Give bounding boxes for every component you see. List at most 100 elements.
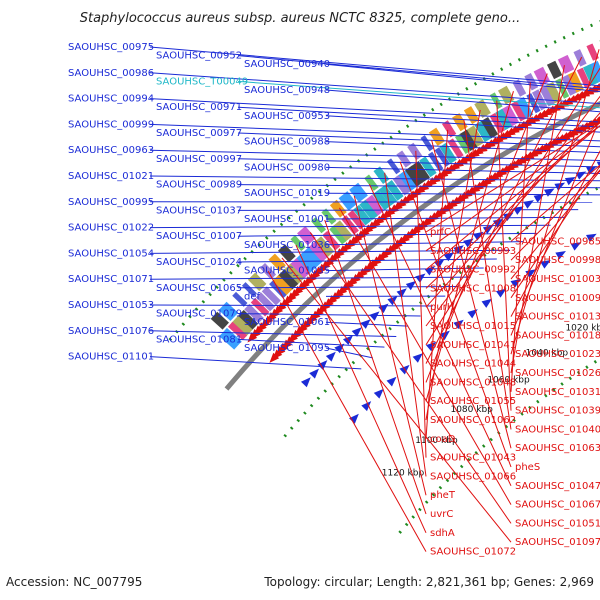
gene-label-reverse[interactable]: SAOUHSC_01044	[430, 359, 516, 370]
gene-label-reverse[interactable]: SAOUHSC_01055	[430, 396, 516, 407]
gene-label-forward[interactable]: SAOUHSC_00971	[156, 102, 242, 113]
gene-label-forward[interactable]: SAOUHSC_00948	[244, 85, 330, 96]
gene-label-forward[interactable]: SAOUHSC_00989	[156, 180, 242, 191]
gene-label-forward[interactable]: SAOUHSC_00999	[68, 119, 154, 130]
gene-label-forward[interactable]: SAOUHSC_00952	[156, 51, 242, 62]
cog-block-outer	[495, 108, 513, 131]
gene-label-reverse[interactable]: SAOUHSC_01048	[430, 377, 516, 388]
gene-label-forward[interactable]: SAOUHSC_01021	[68, 171, 154, 182]
gene-label-reverse[interactable]: SAOUHSC_01067	[515, 500, 600, 511]
leader-line	[149, 175, 600, 182]
cog-block-inner	[428, 127, 445, 146]
gene-label-reverse[interactable]: SAOUHSC_01051	[515, 518, 600, 529]
gene-label-forward[interactable]: SAOUHSC_00980	[244, 162, 330, 173]
gene-label-reverse[interactable]: purH	[430, 302, 454, 313]
gene-label-forward[interactable]: SAOUHSC_00988	[244, 137, 330, 148]
gene-label-reverse[interactable]: SAOUHSC_01062	[430, 415, 516, 426]
gene-label-reverse[interactable]: coaD	[430, 434, 456, 445]
gene-label-forward[interactable]: SAOUHSC_00994	[68, 94, 154, 105]
cog-block-outer	[404, 165, 424, 188]
cog-block-inner	[420, 135, 434, 152]
gene-label-reverse[interactable]: SAOUHSC_00998	[515, 255, 600, 266]
gene-label-forward[interactable]: SAOUHSC_00953	[244, 111, 330, 122]
gene-label-reverse[interactable]: SAOUHSC_01026	[515, 368, 600, 379]
gene-label-forward[interactable]: SAOUHSC_01035	[244, 266, 330, 277]
forward-gene-arrow	[540, 259, 551, 269]
cog-block-outer	[410, 160, 430, 183]
gene-label-forward[interactable]: SAOUHSC_01076	[68, 326, 154, 337]
gene-label-reverse[interactable]: SAOUHSC_01097	[515, 537, 600, 548]
gene-label-forward[interactable]: SAOUHSC_01024	[156, 257, 242, 268]
gene-label-forward[interactable]: SAOUHSC_01065	[156, 283, 242, 294]
cog-block-inner	[311, 217, 327, 234]
leader-line	[267, 270, 427, 552]
leader-line	[237, 132, 600, 148]
gene-label-reverse[interactable]: SAOUHSC_01015	[430, 321, 516, 332]
gene-label-forward[interactable]: SAOUHSC_00975	[68, 42, 154, 53]
gene-label-reverse[interactable]: SAOUHSC_01018	[515, 330, 600, 341]
gene-label-forward[interactable]: SAOUHSC_00940	[244, 59, 330, 70]
gene-label-forward[interactable]: SAOUHSC_00986	[68, 68, 154, 79]
gene-label-reverse[interactable]: SAOUHSC_00985	[515, 236, 600, 247]
gene-label-forward[interactable]: SAOUHSC_00963	[68, 145, 154, 156]
forward-gene-arrow	[360, 319, 371, 329]
cog-block-outer	[277, 269, 299, 291]
gene-label-forward[interactable]: SAOUHSC_01053	[68, 300, 154, 311]
gene-label-reverse[interactable]: SAOUHSC_00993	[430, 246, 516, 257]
gene-label-reverse[interactable]: uvrC	[430, 509, 453, 520]
gene-label-reverse[interactable]: SAOUHSC_01031	[515, 387, 600, 398]
gene-label-reverse[interactable]: pheT	[430, 490, 456, 501]
gene-label-forward[interactable]: SAOUHSC_01101	[68, 352, 154, 363]
gene-label-forward[interactable]: SAOUHSC_01036	[244, 240, 330, 251]
gene-label-forward[interactable]: SAOUHSC_01001	[244, 214, 330, 225]
gene-label-reverse[interactable]: SAOUHSC_01047	[515, 481, 600, 492]
gene-label-forward[interactable]: SAOUHSC_01007	[156, 231, 242, 242]
leader-line	[149, 249, 511, 254]
gene-label-reverse[interactable]: SAOUHSC_01040	[515, 424, 600, 435]
reverse-gene-arrow	[269, 352, 280, 363]
gene-label-forward[interactable]: SAOUHSC_00995	[68, 197, 154, 208]
gene-label-forward[interactable]: SAOUHSC_01071	[68, 274, 154, 285]
gene-label-reverse[interactable]: SAOUHSC_01009	[515, 293, 600, 304]
leader-line	[325, 267, 484, 272]
cog-block-outer	[510, 100, 527, 122]
cog-block-inner	[268, 253, 286, 272]
leader-line	[425, 129, 449, 439]
gene-label-forward[interactable]: SAOUHSC_01054	[68, 248, 154, 259]
gene-label-forward[interactable]: SAOUHSC_00997	[156, 154, 242, 165]
gene-label-reverse[interactable]: SAOUHSC_01008	[430, 283, 516, 294]
gene-label-forward[interactable]: SAOUHSC_01081	[156, 334, 242, 345]
leader-line	[510, 164, 600, 242]
forward-gene-arrow	[426, 341, 437, 352]
gene-label-forward[interactable]: SAOUHSC_01019	[244, 188, 330, 199]
gene-label-reverse[interactable]: SAOUHSC_01043	[430, 453, 516, 464]
gene-label-reverse[interactable]: pheS	[515, 462, 540, 473]
gene-label-forward[interactable]: SAOUHSC_01022	[68, 223, 154, 234]
gene-label-forward[interactable]: SAOUHSC_01095	[244, 343, 330, 354]
gene-label-reverse[interactable]: SAOUHSC_01003	[515, 274, 600, 285]
gene-label-reverse[interactable]: SAOUHSC_01023	[515, 349, 600, 360]
gene-label-reverse[interactable]: SAOUHSC_01039	[515, 406, 600, 417]
gene-label-forward[interactable]: SAOUHSC_01037	[156, 205, 242, 216]
forward-gene-arrow	[396, 288, 407, 298]
gene-label-reverse[interactable]: SAOUHSC_01041	[430, 340, 516, 351]
gene-label-reverse[interactable]: SAOUHSC_01063	[515, 443, 600, 454]
cog-block-inner	[441, 120, 457, 138]
gene-label-reverse[interactable]: SAOUHSC_01066	[430, 471, 516, 482]
gene-label-reverse[interactable]: SAOUHSC_01013	[515, 312, 600, 323]
gene-label-reverse[interactable]: SAOUHSC_01072	[430, 547, 516, 558]
gene-label-forward[interactable]: SAOUHSC_T00049	[156, 76, 248, 87]
gene-label-forward[interactable]: SAOUHSC_00977	[156, 128, 242, 139]
gene-label-forward[interactable]: SAOUHSC_01079	[156, 309, 242, 320]
gene-label-forward[interactable]: SAOUHSC_01061	[244, 317, 330, 328]
cog-block-outer	[555, 78, 570, 99]
leader-line	[325, 166, 600, 175]
cog-block-inner	[321, 208, 337, 225]
gene-label-reverse[interactable]: sdhA	[430, 528, 455, 539]
leader-line	[237, 313, 421, 317]
forward-gene-arrow	[412, 353, 423, 363]
gene-label-forward[interactable]: def	[244, 291, 261, 302]
